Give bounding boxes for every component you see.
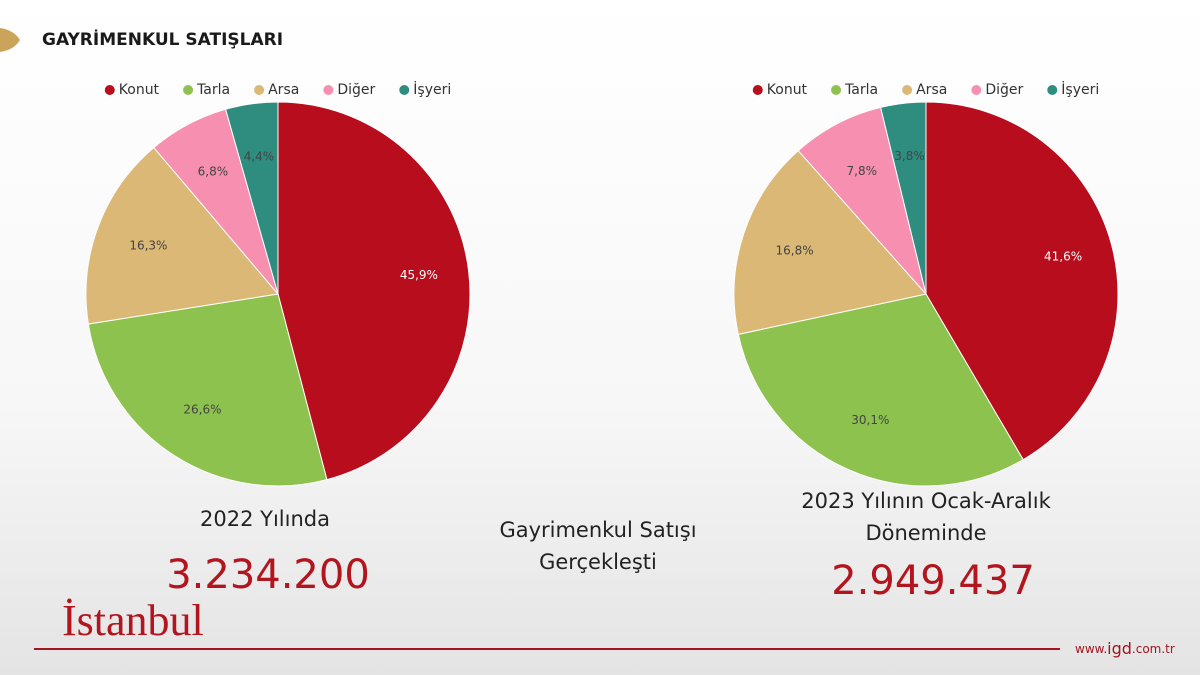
legend-marker (1047, 85, 1058, 95)
value-label: 16,3% (129, 238, 167, 252)
legend-label: Arsa (916, 82, 947, 98)
footer-url-part: www. (1075, 642, 1107, 656)
pie-slice (733, 149, 927, 335)
legend-marker (399, 85, 410, 95)
big-number: 2.949.437 (831, 558, 1035, 604)
footer-url: www.igd.com.tr (1075, 639, 1175, 658)
value-label: 45,9% (400, 268, 438, 282)
pie-slice (737, 293, 1024, 487)
legend-marker (104, 85, 115, 95)
legend-marker (752, 85, 763, 95)
legend-marker (323, 85, 334, 95)
value-label: 26,6% (183, 402, 221, 416)
value-label: 16,8% (776, 244, 814, 258)
value-label: 6,8% (198, 165, 229, 179)
pie-slice (797, 106, 927, 295)
legend-label: Konut (119, 82, 160, 98)
legend-label: Tarla (844, 82, 878, 98)
caption: Gayrimenkul Satışı (499, 518, 696, 542)
legend-label: Konut (767, 82, 808, 98)
pie-slice (224, 101, 279, 295)
pie-slice (87, 293, 328, 487)
pie-slice (277, 101, 471, 481)
slide-title: GAYRİMENKUL SATIŞLARI (42, 28, 283, 50)
legend-marker (902, 85, 913, 95)
footer-url-part: .com.tr (1132, 642, 1175, 656)
value-label: 30,1% (851, 413, 889, 427)
legend-label: Diğer (337, 82, 375, 98)
value-label: 4,4% (244, 150, 275, 164)
legend-label: Arsa (268, 82, 299, 98)
logo: İstanbul (62, 596, 204, 645)
legend-marker (183, 85, 194, 95)
pie-slice (85, 146, 279, 325)
legend-label: Tarla (196, 82, 230, 98)
legend-label: İşyeri (413, 80, 451, 98)
caption: 2023 Yılının Ocak-Aralık (801, 489, 1051, 513)
legend-label: İşyeri (1061, 80, 1099, 98)
footer-url-part: igd (1107, 639, 1132, 658)
pie-slice (925, 101, 1119, 461)
legend-marker (971, 85, 982, 95)
value-label: 3,8% (894, 149, 925, 163)
legend-marker (254, 85, 265, 95)
legend-label: Diğer (985, 82, 1023, 98)
caption: 2022 Yılında (200, 507, 330, 531)
value-label: 7,8% (847, 164, 878, 178)
value-label: 41,6% (1044, 249, 1082, 263)
corner-ornament (0, 28, 20, 52)
pie-slice (880, 101, 927, 295)
big-number: 3.234.200 (166, 552, 370, 598)
caption: Gerçekleşti (539, 550, 657, 574)
caption: Döneminde (865, 521, 986, 545)
legend-marker (831, 85, 842, 95)
